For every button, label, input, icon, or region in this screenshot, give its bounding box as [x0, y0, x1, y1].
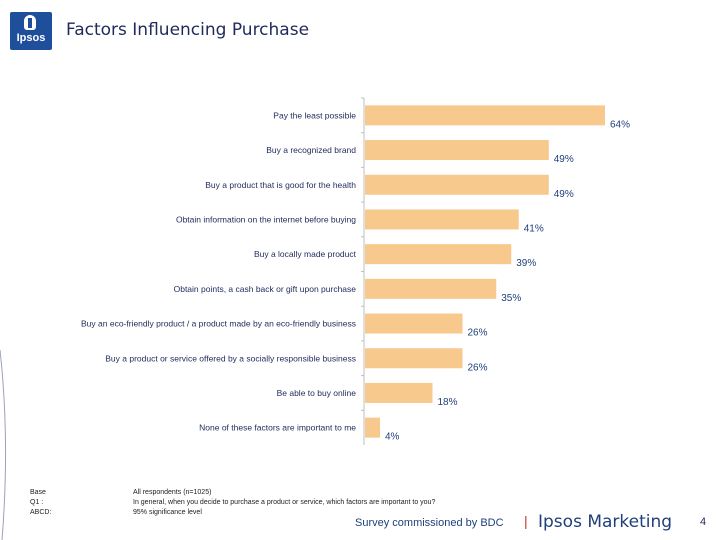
- footnote-value-abcd: 95% significance level: [133, 509, 202, 516]
- bar-chart: Pay the least possible 64% Buy a recognize…: [81, 97, 630, 445]
- category-label: Be able to buy online: [277, 388, 357, 398]
- footer-separator: |: [524, 513, 528, 529]
- page-number: 4: [700, 516, 707, 528]
- bar: [365, 313, 463, 334]
- ipsos-logo: Ipsos: [10, 12, 52, 50]
- brand-name: Ipsos Marketing: [538, 512, 673, 532]
- footnote-label-abcd: ABCD:: [30, 509, 52, 516]
- footnote-labels: Base Q1 : ABCD:: [30, 488, 51, 518]
- bar: [365, 140, 549, 161]
- data-label: 4%: [385, 432, 400, 443]
- footnote-label-q1: Q1 :: [30, 499, 44, 506]
- page-title: Factors Influencing Purchase: [66, 20, 310, 40]
- bar: [365, 382, 433, 403]
- data-label: 18%: [438, 397, 458, 408]
- data-label: 49%: [554, 154, 574, 165]
- category-label: Obtain points, a cash back or gift upon …: [174, 284, 357, 294]
- footnote-values: All respondents (n=1025) In general, whe…: [133, 488, 435, 518]
- data-label: 35%: [501, 293, 521, 304]
- logo-mark-icon: [24, 15, 36, 30]
- category-label: Obtain information on the internet befor…: [176, 214, 356, 224]
- bar: [365, 348, 463, 369]
- data-label: 39%: [516, 258, 536, 269]
- bar: [365, 105, 605, 126]
- category-label: Buy a product that is good for the healt…: [205, 180, 356, 190]
- bar: [365, 244, 512, 265]
- data-label: 41%: [524, 223, 544, 234]
- decorative-curve: [0, 350, 7, 540]
- bar: [365, 417, 380, 438]
- footnote-value-q1: In general, when you decide to purchase …: [133, 499, 436, 506]
- footnote-label-base: Base: [30, 489, 46, 496]
- bar: [365, 278, 497, 299]
- bar: [365, 174, 549, 195]
- data-label: 49%: [554, 189, 574, 200]
- category-label: None of these factors are important to m…: [199, 423, 356, 433]
- footnote-value-base: All respondents (n=1025): [133, 489, 212, 496]
- category-label: Buy a locally made product: [254, 249, 357, 259]
- logo-text: Ipsos: [16, 32, 46, 44]
- category-label: Pay the least possible: [273, 110, 356, 120]
- commissioned-note: Survey commissioned by BDC: [355, 517, 504, 529]
- category-label: Buy a product or service offered by a so…: [105, 353, 356, 363]
- category-label: Buy a recognized brand: [266, 145, 356, 155]
- data-label: 64%: [610, 119, 630, 130]
- data-label: 26%: [468, 328, 488, 339]
- category-label: Buy an eco-friendly product / a product …: [81, 319, 356, 329]
- data-label: 26%: [468, 362, 488, 373]
- bar: [365, 209, 519, 230]
